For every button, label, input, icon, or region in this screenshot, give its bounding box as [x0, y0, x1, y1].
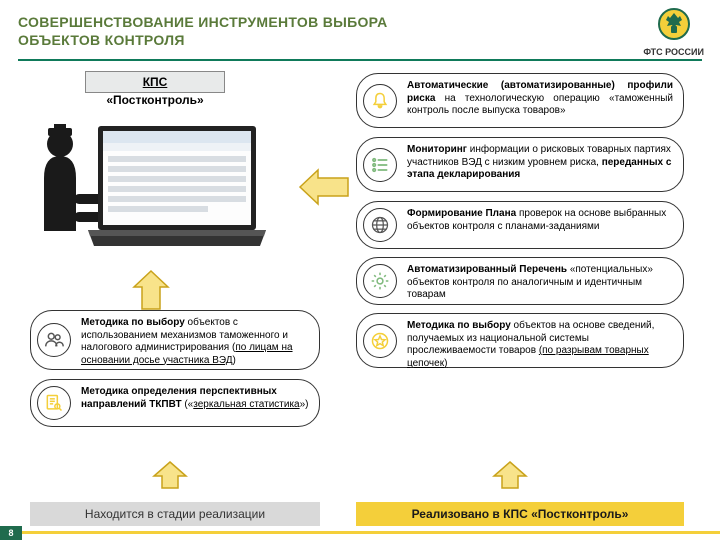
officer-laptop-illustration: [38, 116, 268, 261]
users-icon: [37, 323, 71, 357]
footer-status-left: Находится в стадии реализации: [30, 502, 320, 526]
feature-bubble-method-mirror-stats: Методика определения перспективных напра…: [30, 379, 320, 427]
bubble-text: Автоматизированный Перечень «потенциальн…: [407, 264, 653, 300]
kps-title-box: КПС: [85, 71, 225, 93]
arrow-btm-left-icon: [152, 460, 188, 495]
document-search-icon: [37, 386, 71, 420]
bubble-text: Методика по выбору объектов с использова…: [81, 317, 293, 366]
bubble-text: Мониторинг информации о рисковых товарны…: [407, 144, 671, 180]
feature-bubble-monitoring: Мониторинг информации о рисковых товарны…: [356, 137, 684, 192]
logo-label: ФТС РОССИИ: [643, 47, 704, 57]
arrow-left-icon: [298, 166, 350, 213]
bubble-text: Методика по выбору объектов на основе св…: [407, 320, 654, 369]
arrow-up-icon: [130, 269, 172, 316]
gear-icon: [363, 264, 397, 298]
footer-status-right: Реализовано в КПС «Постконтроль»: [356, 502, 684, 526]
logo: ФТС РОССИИ: [643, 8, 704, 57]
footer-stripe: [0, 531, 720, 534]
feature-bubble-auto-risk-profiles: Автоматические (автоматизированные) проф…: [356, 73, 684, 128]
page-title: СОВЕРШЕНСТВОВАНИЕ ИНСТРУМЕНТОВ ВЫБОРА ОБ…: [18, 14, 702, 49]
star-icon: [363, 324, 397, 358]
feature-bubble-method-persons: Методика по выбору объектов с использова…: [30, 310, 320, 370]
page-number: 8: [0, 526, 22, 540]
bubble-text: Автоматические (автоматизированные) проф…: [407, 80, 673, 116]
bubble-text: Формирование Плана проверок на основе вы…: [407, 208, 666, 232]
list-icon: [363, 148, 397, 182]
eagle-emblem-icon: [658, 8, 690, 40]
bell-icon: [363, 84, 397, 118]
feature-bubble-plan: Формирование Плана проверок на основе вы…: [356, 201, 684, 249]
arrow-btm-right-icon: [492, 460, 528, 495]
feature-bubble-auto-list: Автоматизированный Перечень «потенциальн…: [356, 257, 684, 305]
kps-subtitle: «Постконтроль»: [85, 93, 225, 107]
bubble-text: Методика определения перспективных напра…: [81, 386, 309, 410]
feature-bubble-traceability: Методика по выбору объектов на основе св…: [356, 313, 684, 368]
globe-icon: [363, 208, 397, 242]
